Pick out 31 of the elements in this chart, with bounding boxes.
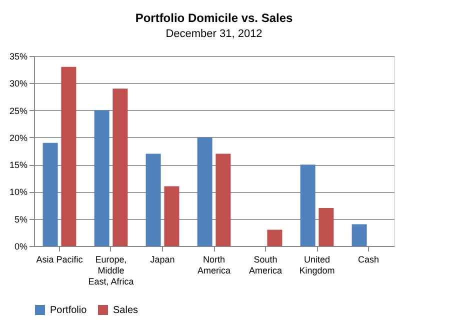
bar bbox=[61, 66, 76, 246]
y-tick-label: 35% bbox=[9, 52, 28, 62]
y-tick-label: 15% bbox=[9, 160, 28, 170]
bar bbox=[94, 110, 110, 246]
x-tick-label: Cash bbox=[358, 254, 380, 264]
x-tick-label: Japan bbox=[150, 254, 175, 264]
x-tick-label: Asia Pacific bbox=[36, 254, 84, 264]
legend-label: Sales bbox=[113, 305, 138, 316]
bar bbox=[146, 154, 161, 246]
bar bbox=[112, 88, 128, 246]
bar bbox=[197, 137, 212, 246]
bar bbox=[352, 224, 367, 246]
y-tick-label: 5% bbox=[14, 214, 28, 224]
x-tick-label: North America bbox=[197, 254, 231, 276]
y-tick-label: 20% bbox=[9, 132, 28, 143]
legend-label: Portfolio bbox=[50, 305, 88, 316]
y-tick-label: 25% bbox=[9, 106, 28, 116]
x-tick-label: United Kingdom bbox=[299, 254, 335, 276]
x-tick-label: South America bbox=[248, 254, 282, 276]
chart-subtitle: December 31, 2012 bbox=[166, 28, 262, 40]
bar bbox=[42, 142, 58, 246]
bar bbox=[164, 186, 180, 246]
y-tick-label: 10% bbox=[9, 187, 28, 198]
bar bbox=[216, 154, 231, 246]
chart-title: Portfolio Domicile vs. Sales bbox=[135, 11, 294, 25]
bar bbox=[318, 208, 334, 246]
bar bbox=[267, 230, 282, 246]
y-tick-label: 0% bbox=[14, 242, 28, 252]
bar bbox=[300, 164, 316, 246]
x-tick-label: Europe, Middle East, Africa bbox=[88, 254, 134, 286]
y-tick-label: 30% bbox=[9, 78, 28, 89]
